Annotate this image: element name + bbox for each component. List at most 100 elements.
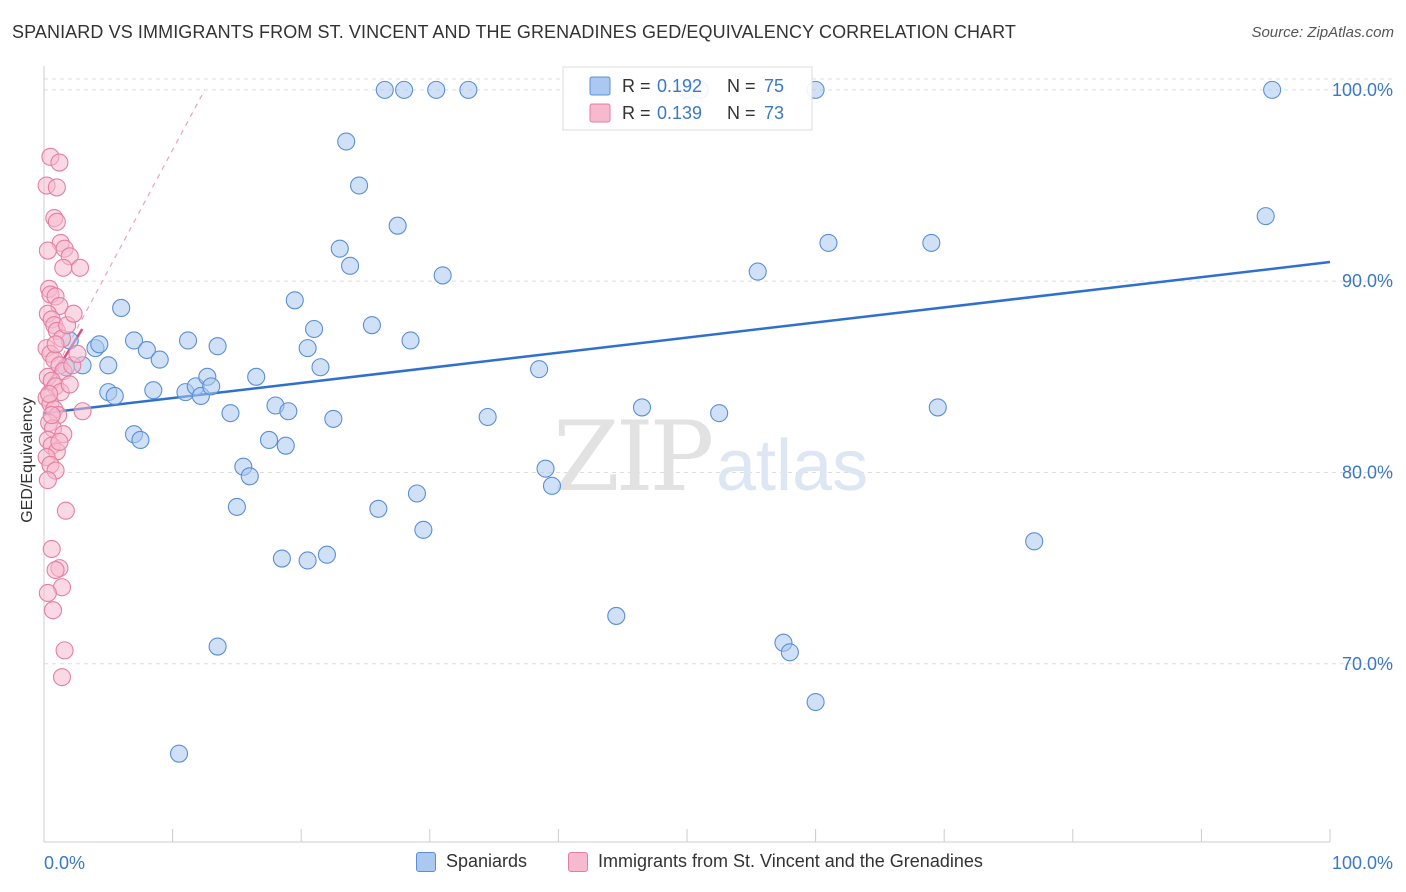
x-tick-label: 0.0%: [44, 853, 85, 873]
watermark-atlas: atlas: [716, 426, 868, 506]
watermark: ZIP atlas: [553, 401, 868, 513]
y-tick-label: 70.0%: [1342, 654, 1393, 674]
immigrants-point: [50, 432, 69, 451]
immigrants-point: [47, 212, 66, 231]
spaniards-point: [407, 484, 426, 503]
legend-label-spaniards: Spaniards: [446, 851, 528, 871]
spaniards-point: [276, 436, 295, 455]
spaniards-point: [459, 80, 478, 99]
spaniards-point: [710, 404, 729, 423]
spaniards-point: [259, 430, 279, 449]
legend-swatch-blue: [416, 851, 436, 872]
immigrants-point: [43, 601, 63, 620]
spaniards-point: [298, 551, 317, 570]
spaniards-point: [112, 298, 131, 317]
spaniards-point: [780, 643, 799, 662]
legend-swatch-pink: [568, 851, 588, 872]
spaniards-point: [414, 520, 433, 539]
immigrants-point: [70, 258, 90, 277]
y-tick-label: 90.0%: [1342, 271, 1393, 291]
spaniards-point: [928, 398, 947, 417]
immigrants-point: [46, 335, 65, 354]
immigrants-point: [38, 241, 57, 260]
immigrants-point: [47, 178, 66, 197]
spaniards-point: [227, 497, 246, 516]
spaniards-point: [337, 132, 356, 151]
immigrants-point: [60, 375, 79, 394]
spaniards-point: [806, 692, 825, 712]
immigrants-point: [50, 153, 69, 172]
spaniards-point: [240, 467, 259, 486]
immigrants-point: [64, 304, 83, 323]
spaniards-point: [221, 404, 240, 423]
stats-legend-swatch: [589, 103, 611, 123]
spaniards-point: [1256, 207, 1275, 226]
spaniards-point: [208, 637, 227, 656]
immigrants-point: [56, 501, 75, 520]
spaniards-point: [285, 291, 304, 310]
spaniards-point: [330, 239, 349, 258]
spaniards-point: [1263, 80, 1282, 99]
spaniards-point: [478, 407, 497, 427]
spaniards-point: [427, 80, 446, 99]
trend-lines: [42, 89, 1331, 415]
spaniards-point: [317, 545, 336, 564]
immigrants-point: [55, 641, 74, 660]
x-tick-label: 100.0%: [1332, 853, 1393, 873]
immigrants-point: [73, 402, 92, 421]
spaniards-point: [922, 233, 941, 252]
stats-legend-swatch: [589, 76, 611, 96]
legend-item-immigrants[interactable]: Immigrants from St. Vincent and the Gren…: [568, 851, 983, 872]
spaniards-point: [607, 606, 626, 625]
spaniards-point: [1025, 532, 1044, 551]
spaniards-point: [542, 476, 562, 495]
immigrants-point: [40, 384, 59, 404]
spaniards-point: [178, 331, 198, 350]
spaniards-point: [433, 266, 452, 285]
tick-labels: 70.0% 80.0% 90.0% 100.0% 0.0% 100.0%: [44, 80, 1393, 873]
spaniards-point: [311, 358, 330, 377]
immigrants-trend-extension: [43, 89, 206, 391]
immigrants-point: [46, 560, 65, 580]
spaniards-point: [99, 356, 118, 375]
immigrants-point: [54, 258, 73, 277]
spaniards-point: [144, 381, 163, 400]
stats-legend: R = 0.192 N = 75 R = 0.139 N = 73: [562, 66, 813, 131]
spaniards-point: [247, 367, 266, 386]
spaniards-point: [350, 176, 369, 195]
spaniards-point: [369, 499, 388, 518]
spaniards-point: [362, 316, 381, 335]
stats-r-label: R =: [622, 76, 651, 96]
y-axis-label: GED/Equivalency: [19, 397, 36, 523]
spaniards-point: [530, 360, 549, 379]
immigrants-points: [37, 147, 92, 687]
spaniards-point: [305, 319, 324, 339]
grid-lines: [44, 78, 1392, 665]
stats-n-value: 75: [764, 76, 784, 96]
y-tick-label: 100.0%: [1332, 80, 1393, 100]
immigrants-point: [38, 583, 57, 603]
legend-item-spaniards[interactable]: Spaniards: [416, 851, 527, 872]
spaniards-point: [536, 459, 555, 478]
legend-label-immigrants: Immigrants from St. Vincent and the Gren…: [598, 851, 983, 871]
spaniards-point: [395, 80, 414, 99]
spaniards-point: [150, 350, 169, 369]
chart-title: SPANIARD VS IMMIGRANTS FROM ST. VINCENT …: [12, 22, 1017, 42]
spaniards-point: [341, 256, 360, 275]
immigrants-point: [42, 406, 61, 425]
spaniards-point: [375, 80, 394, 99]
spaniards-point: [272, 549, 291, 568]
immigrants-point: [68, 344, 87, 363]
immigrants-point: [38, 471, 57, 490]
spaniards-point: [202, 377, 221, 396]
spaniards-point: [632, 398, 652, 417]
stats-n-value: 73: [764, 103, 784, 123]
stats-r-value: 0.192: [657, 76, 702, 96]
spaniards-point: [324, 409, 343, 428]
watermark-zip: ZIP: [553, 401, 712, 513]
spaniards-point: [131, 430, 150, 449]
spaniards-point: [105, 386, 124, 405]
spaniards-point: [279, 402, 298, 421]
source-label: Source: ZipAtlas.com: [1251, 24, 1394, 41]
